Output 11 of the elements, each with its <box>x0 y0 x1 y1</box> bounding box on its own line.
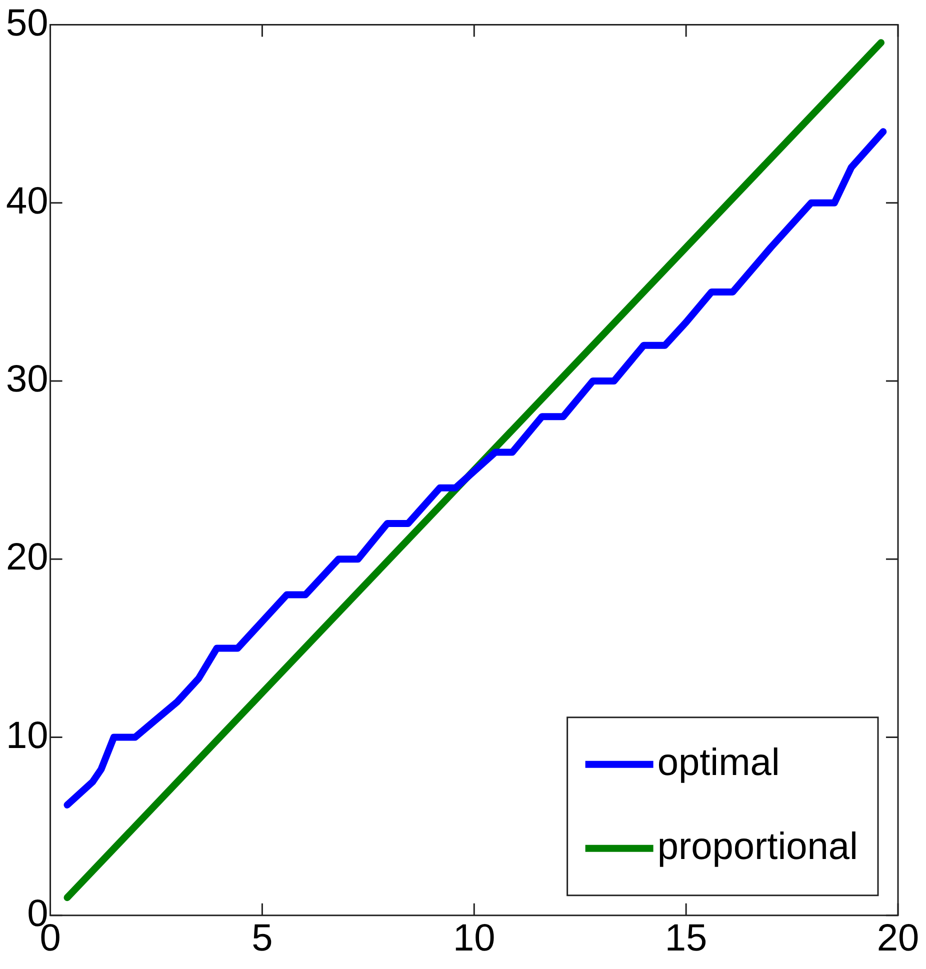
y-tick-label: 40 <box>6 180 48 222</box>
x-tick-label: 20 <box>876 918 920 960</box>
y-tick-label: 20 <box>6 536 48 579</box>
y-tick-label: 30 <box>6 358 48 401</box>
y-tick-label: 10 <box>6 714 48 757</box>
x-tick-label: 10 <box>452 918 496 960</box>
x-tick-label: 15 <box>664 918 708 960</box>
y-tick-label: 50 <box>6 2 48 44</box>
x-tick-label: 5 <box>252 918 273 960</box>
legend-label: optimal <box>657 742 780 784</box>
legend-label: proportional <box>657 826 858 868</box>
